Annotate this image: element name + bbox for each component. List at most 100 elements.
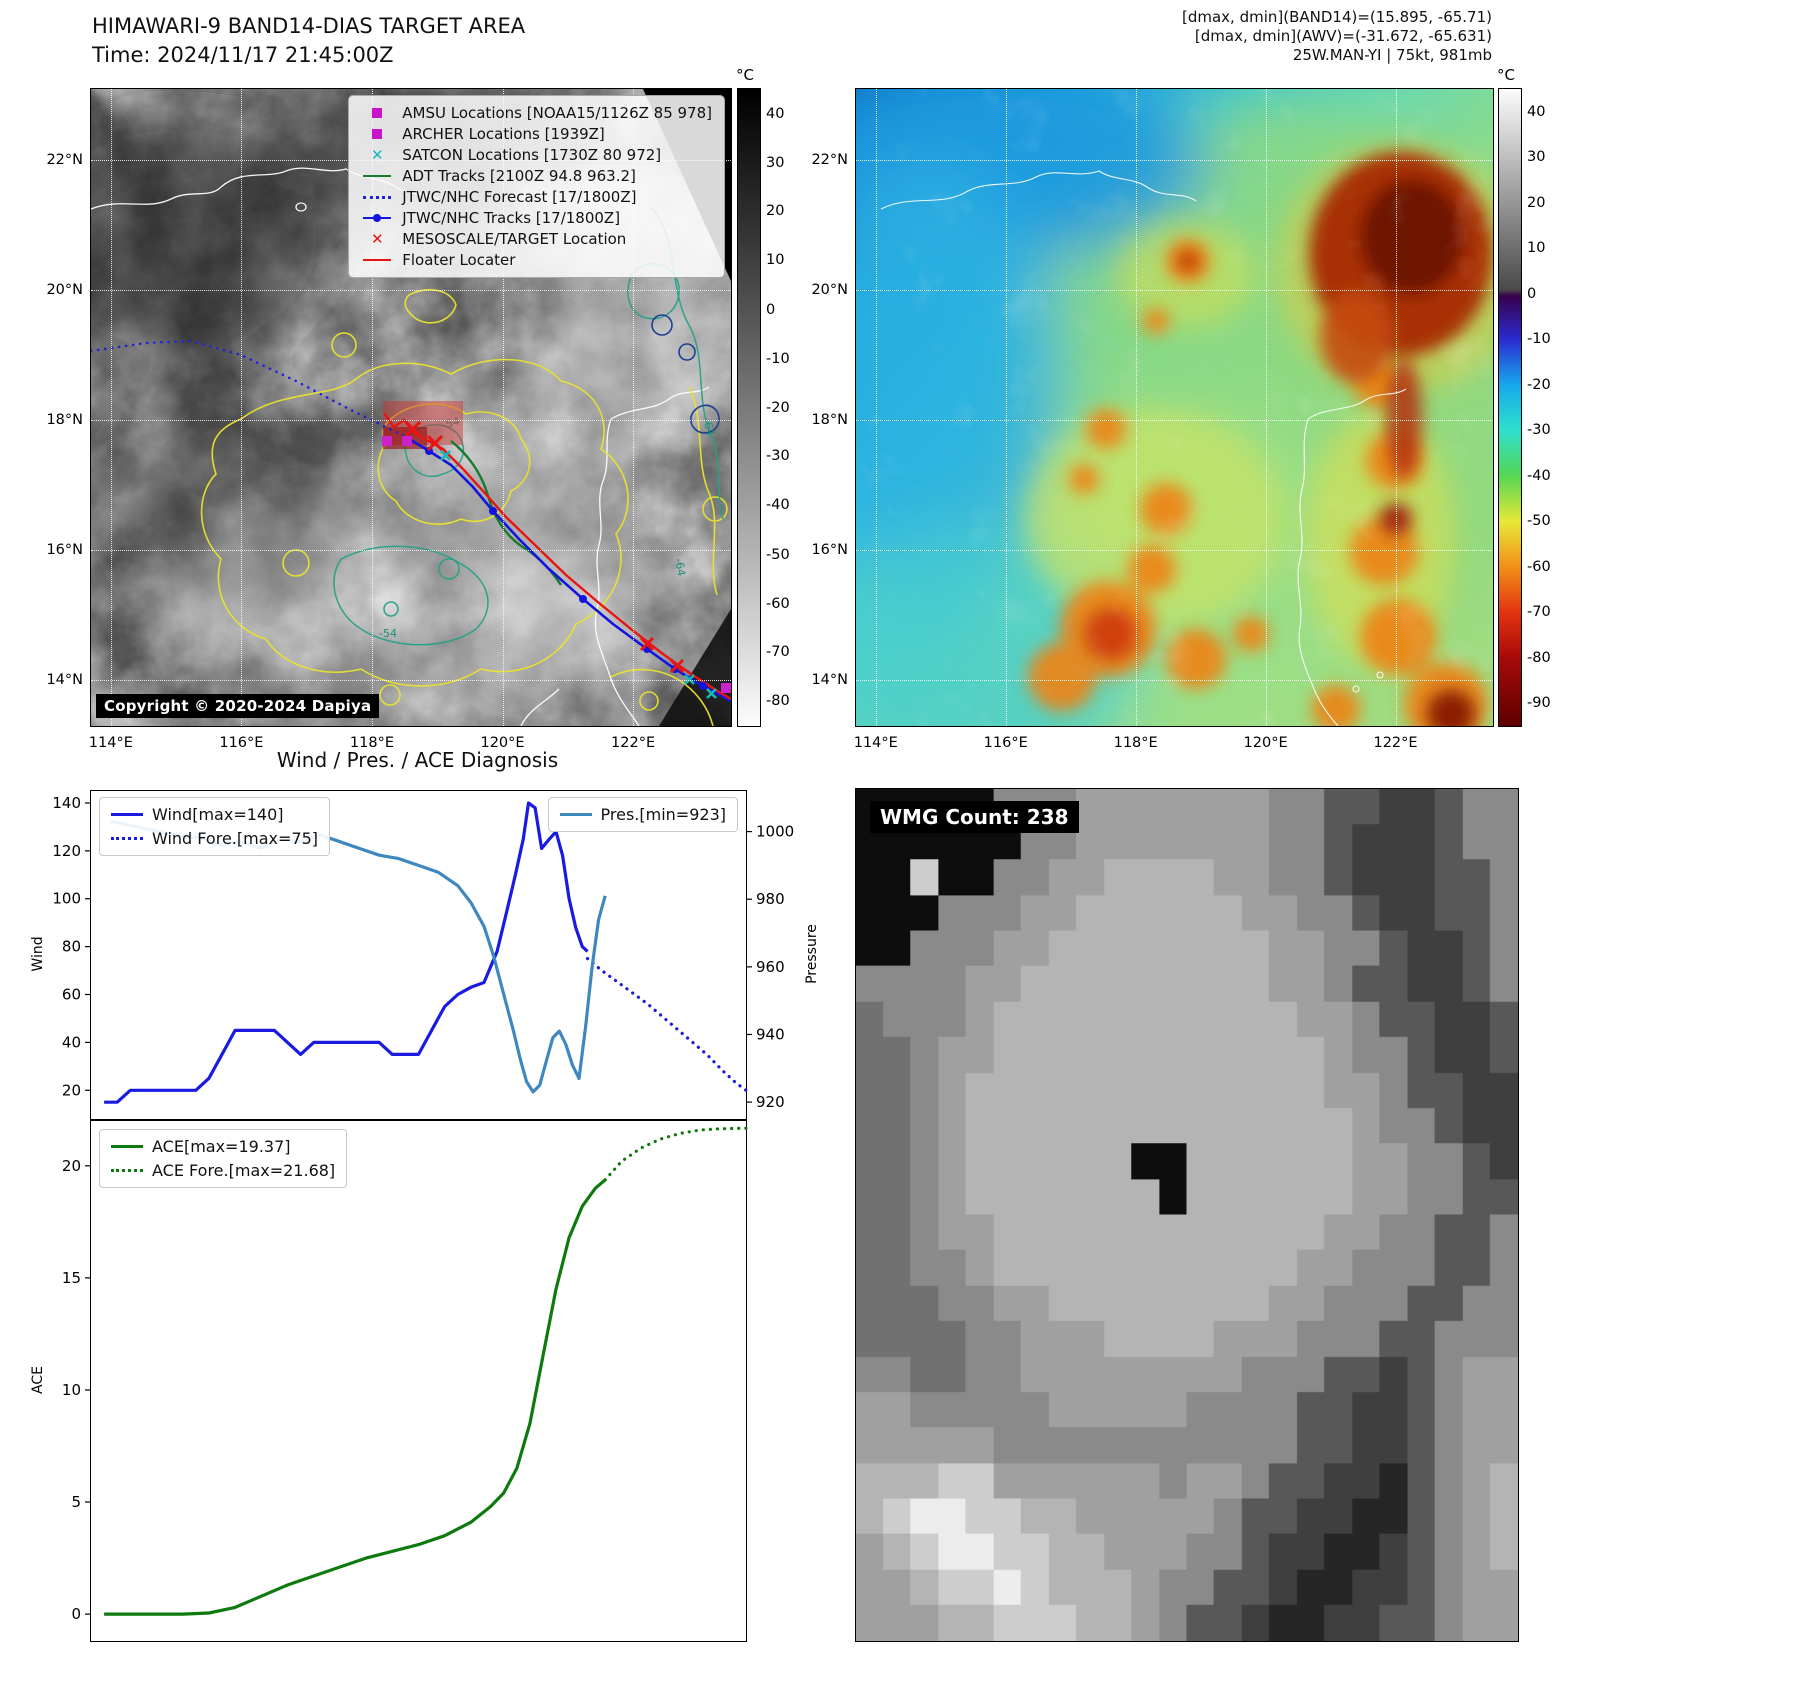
svg-text:120: 120: [52, 842, 81, 860]
target-x-markers: [404, 420, 685, 674]
tick-label: -70: [766, 644, 790, 661]
tick-label: 122°E: [1373, 735, 1418, 751]
tick-label: 22°N: [811, 152, 848, 169]
awv-header: [dmax, dmin](BAND14)=(15.895, -65.71) [d…: [1092, 8, 1492, 65]
svg-text:980: 980: [756, 890, 785, 908]
svg-text:20: 20: [62, 1081, 81, 1099]
tick-label: -40: [766, 497, 790, 514]
tick-label: -90: [1527, 695, 1551, 712]
band14-colorbar-gradient: [738, 89, 760, 726]
tick-label: 22°N: [46, 152, 83, 169]
tick-label: 0: [1527, 285, 1537, 302]
ace-forecast-swatch: [111, 1169, 143, 1172]
wind-forecast-swatch: [111, 837, 143, 840]
awv-colorbar-unit: °C: [1497, 66, 1515, 84]
legend-item: AMSU Locations [NOAA15/1126Z 85 978]: [361, 104, 712, 122]
tick-label: 20°N: [46, 282, 83, 299]
legend-label: Wind Fore.[max=75]: [152, 829, 318, 848]
tick-label: 20: [1527, 194, 1546, 211]
tick-label: -30: [1527, 422, 1551, 439]
awv-colorbar: °C 40 30 20 10 0 -10 -20 -30 -40 -50 -60 -70 -80 -90: [1497, 66, 1551, 727]
tick-label: 118°E: [1113, 735, 1158, 751]
tick-label: 18°N: [46, 412, 83, 429]
legend-item: ✕ MESOSCALE/TARGET Location: [361, 230, 712, 248]
tick-label: 40: [766, 105, 785, 122]
tick-label: 120°E: [480, 735, 525, 751]
contour-navy: [651, 314, 720, 434]
tick-label: -20: [766, 399, 790, 416]
legend-item: ACE Fore.[max=21.68]: [111, 1161, 335, 1180]
svg-text:20: 20: [62, 1157, 81, 1175]
wind-line-swatch: [111, 813, 143, 816]
legend-item: ACE[max=19.37]: [111, 1137, 335, 1156]
legend-item: JTWC/NHC Tracks [17/1800Z]: [361, 209, 712, 227]
tick-label: 30: [1527, 149, 1546, 166]
copyright-label: Copyright © 2020-2024 Dapiya: [96, 694, 380, 718]
legend-item: Wind Fore.[max=75]: [111, 829, 318, 848]
tick-label: 20°N: [811, 282, 848, 299]
square-marker-icon: [361, 129, 393, 139]
svg-text:960: 960: [756, 958, 785, 976]
tick-label: 16°N: [811, 542, 848, 559]
tick-label: -80: [766, 693, 790, 710]
x-marker-icon: ✕: [370, 230, 384, 248]
dotted-marker-icon: [361, 195, 393, 199]
pressure-legend: Pres.[min=923]: [547, 797, 738, 832]
line-marker-icon: [361, 259, 393, 261]
ace-chart: ACE[max=19.37] ACE Fore.[max=21.68] 0 5 10…: [62, 1120, 748, 1642]
legend-item: Wind[max=140]: [111, 805, 318, 824]
wmg-pixel-image: [856, 789, 1518, 1641]
svg-text:80: 80: [62, 938, 81, 956]
tick-label: -80: [1527, 649, 1551, 666]
svg-text:5: 5: [71, 1493, 81, 1511]
legend-label: Wind[max=140]: [152, 805, 284, 824]
line-dot-marker-icon: [361, 214, 393, 222]
svg-text:920: 920: [756, 1093, 785, 1111]
tick-label: -60: [1527, 558, 1551, 575]
tick-label: -20: [1527, 376, 1551, 393]
pressure-axis-label: Pressure: [804, 924, 820, 984]
tick-label: -50: [1527, 513, 1551, 530]
tick-label: 118°E: [349, 735, 394, 751]
legend-item: Pres.[min=923]: [559, 805, 726, 824]
ace-line-swatch: [111, 1145, 143, 1148]
x-marker-icon: ✕: [370, 146, 384, 164]
wmg-panel: WMG Count: 238: [855, 788, 1519, 1642]
legend-item: JTWC/NHC Forecast [17/1800Z]: [361, 188, 712, 206]
coastline-paths: [880, 170, 1407, 726]
svg-text:10: 10: [62, 1381, 81, 1399]
contour-label: -54: [379, 627, 397, 640]
tick-label: 30: [766, 154, 785, 171]
tick-label: 10: [766, 252, 785, 269]
amsu-square-markers: [382, 436, 731, 693]
contour-label: -64: [700, 416, 717, 437]
svg-text:40: 40: [62, 1033, 81, 1051]
legend-label: MESOSCALE/TARGET Location: [402, 230, 627, 248]
legend-label: ADT Tracks [2100Z 94.8 963.2]: [402, 167, 636, 185]
svg-text:140: 140: [52, 794, 81, 812]
contour-label: -64: [672, 557, 688, 577]
legend-label: SATCON Locations [1730Z 80 972]: [402, 146, 662, 164]
band14-satellite-image: -54 -54 -64 -64: [91, 89, 731, 726]
awv-map-art: [856, 89, 1493, 726]
legend-label: ACE[max=19.37]: [152, 1137, 291, 1156]
legend-label: Floater Locater: [402, 251, 516, 269]
tick-label: 14°N: [46, 672, 83, 689]
legend-label: ARCHER Locations [1939Z]: [402, 125, 605, 143]
legend-label: ACE Fore.[max=21.68]: [152, 1161, 336, 1180]
tick-label: 40: [1527, 103, 1546, 120]
tick-label: 16°N: [46, 542, 83, 559]
band14-title: HIMAWARI-9 BAND14-DIAS TARGET AREA: [92, 14, 526, 38]
tick-label: 120°E: [1243, 735, 1288, 751]
square-marker-icon: [361, 108, 393, 118]
band14-colorbar: °C 40 30 20 10 0 -10 -20 -30 -40 -50 -60 -70 -80: [736, 66, 790, 727]
band14-map: -54 -54 -64 -64: [46, 88, 732, 751]
awv-header-line1: [dmax, dmin](BAND14)=(15.895, -65.71): [1181, 8, 1492, 26]
tick-label: 0: [766, 301, 776, 318]
band14-colorbar-unit: °C: [736, 66, 754, 84]
pressure-line-swatch: [559, 813, 592, 816]
legend-label: JTWC/NHC Tracks [17/1800Z]: [402, 209, 621, 227]
legend-item: ARCHER Locations [1939Z]: [361, 125, 712, 143]
svg-text:100: 100: [52, 890, 81, 908]
